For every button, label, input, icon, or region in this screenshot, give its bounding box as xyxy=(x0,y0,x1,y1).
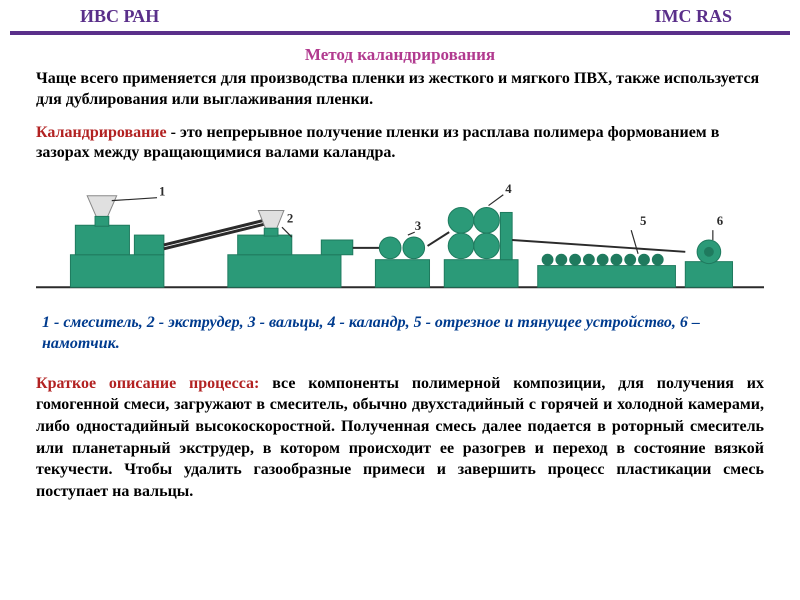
process-body: все компоненты полимерной композиции, дл… xyxy=(36,375,764,500)
header-right: IMC RAS xyxy=(654,6,732,27)
svg-text:1: 1 xyxy=(159,185,165,199)
svg-text:6: 6 xyxy=(717,214,724,228)
svg-text:4: 4 xyxy=(505,182,512,196)
definition-paragraph: Каландрирование - это непрерывное получе… xyxy=(36,123,764,165)
intro-paragraph: Чаще всего применяется для производства … xyxy=(36,69,764,111)
svg-text:3: 3 xyxy=(415,219,421,233)
process-diagram: 1 2 3 4 5 6 xyxy=(36,180,764,300)
process-paragraph: Краткое описание процесса: все компонент… xyxy=(36,373,764,503)
section-title: Метод каландрирования xyxy=(36,45,764,65)
definition-term: Каландрирование xyxy=(36,124,167,141)
diagram-caption: 1 - смеситель, 2 - экструдер, 3 - вальцы… xyxy=(36,313,764,355)
svg-text:2: 2 xyxy=(287,211,293,225)
header-left: ИВС РАН xyxy=(80,6,159,27)
svg-text:5: 5 xyxy=(640,214,646,228)
process-lead: Краткое описание процесса: xyxy=(36,375,259,392)
